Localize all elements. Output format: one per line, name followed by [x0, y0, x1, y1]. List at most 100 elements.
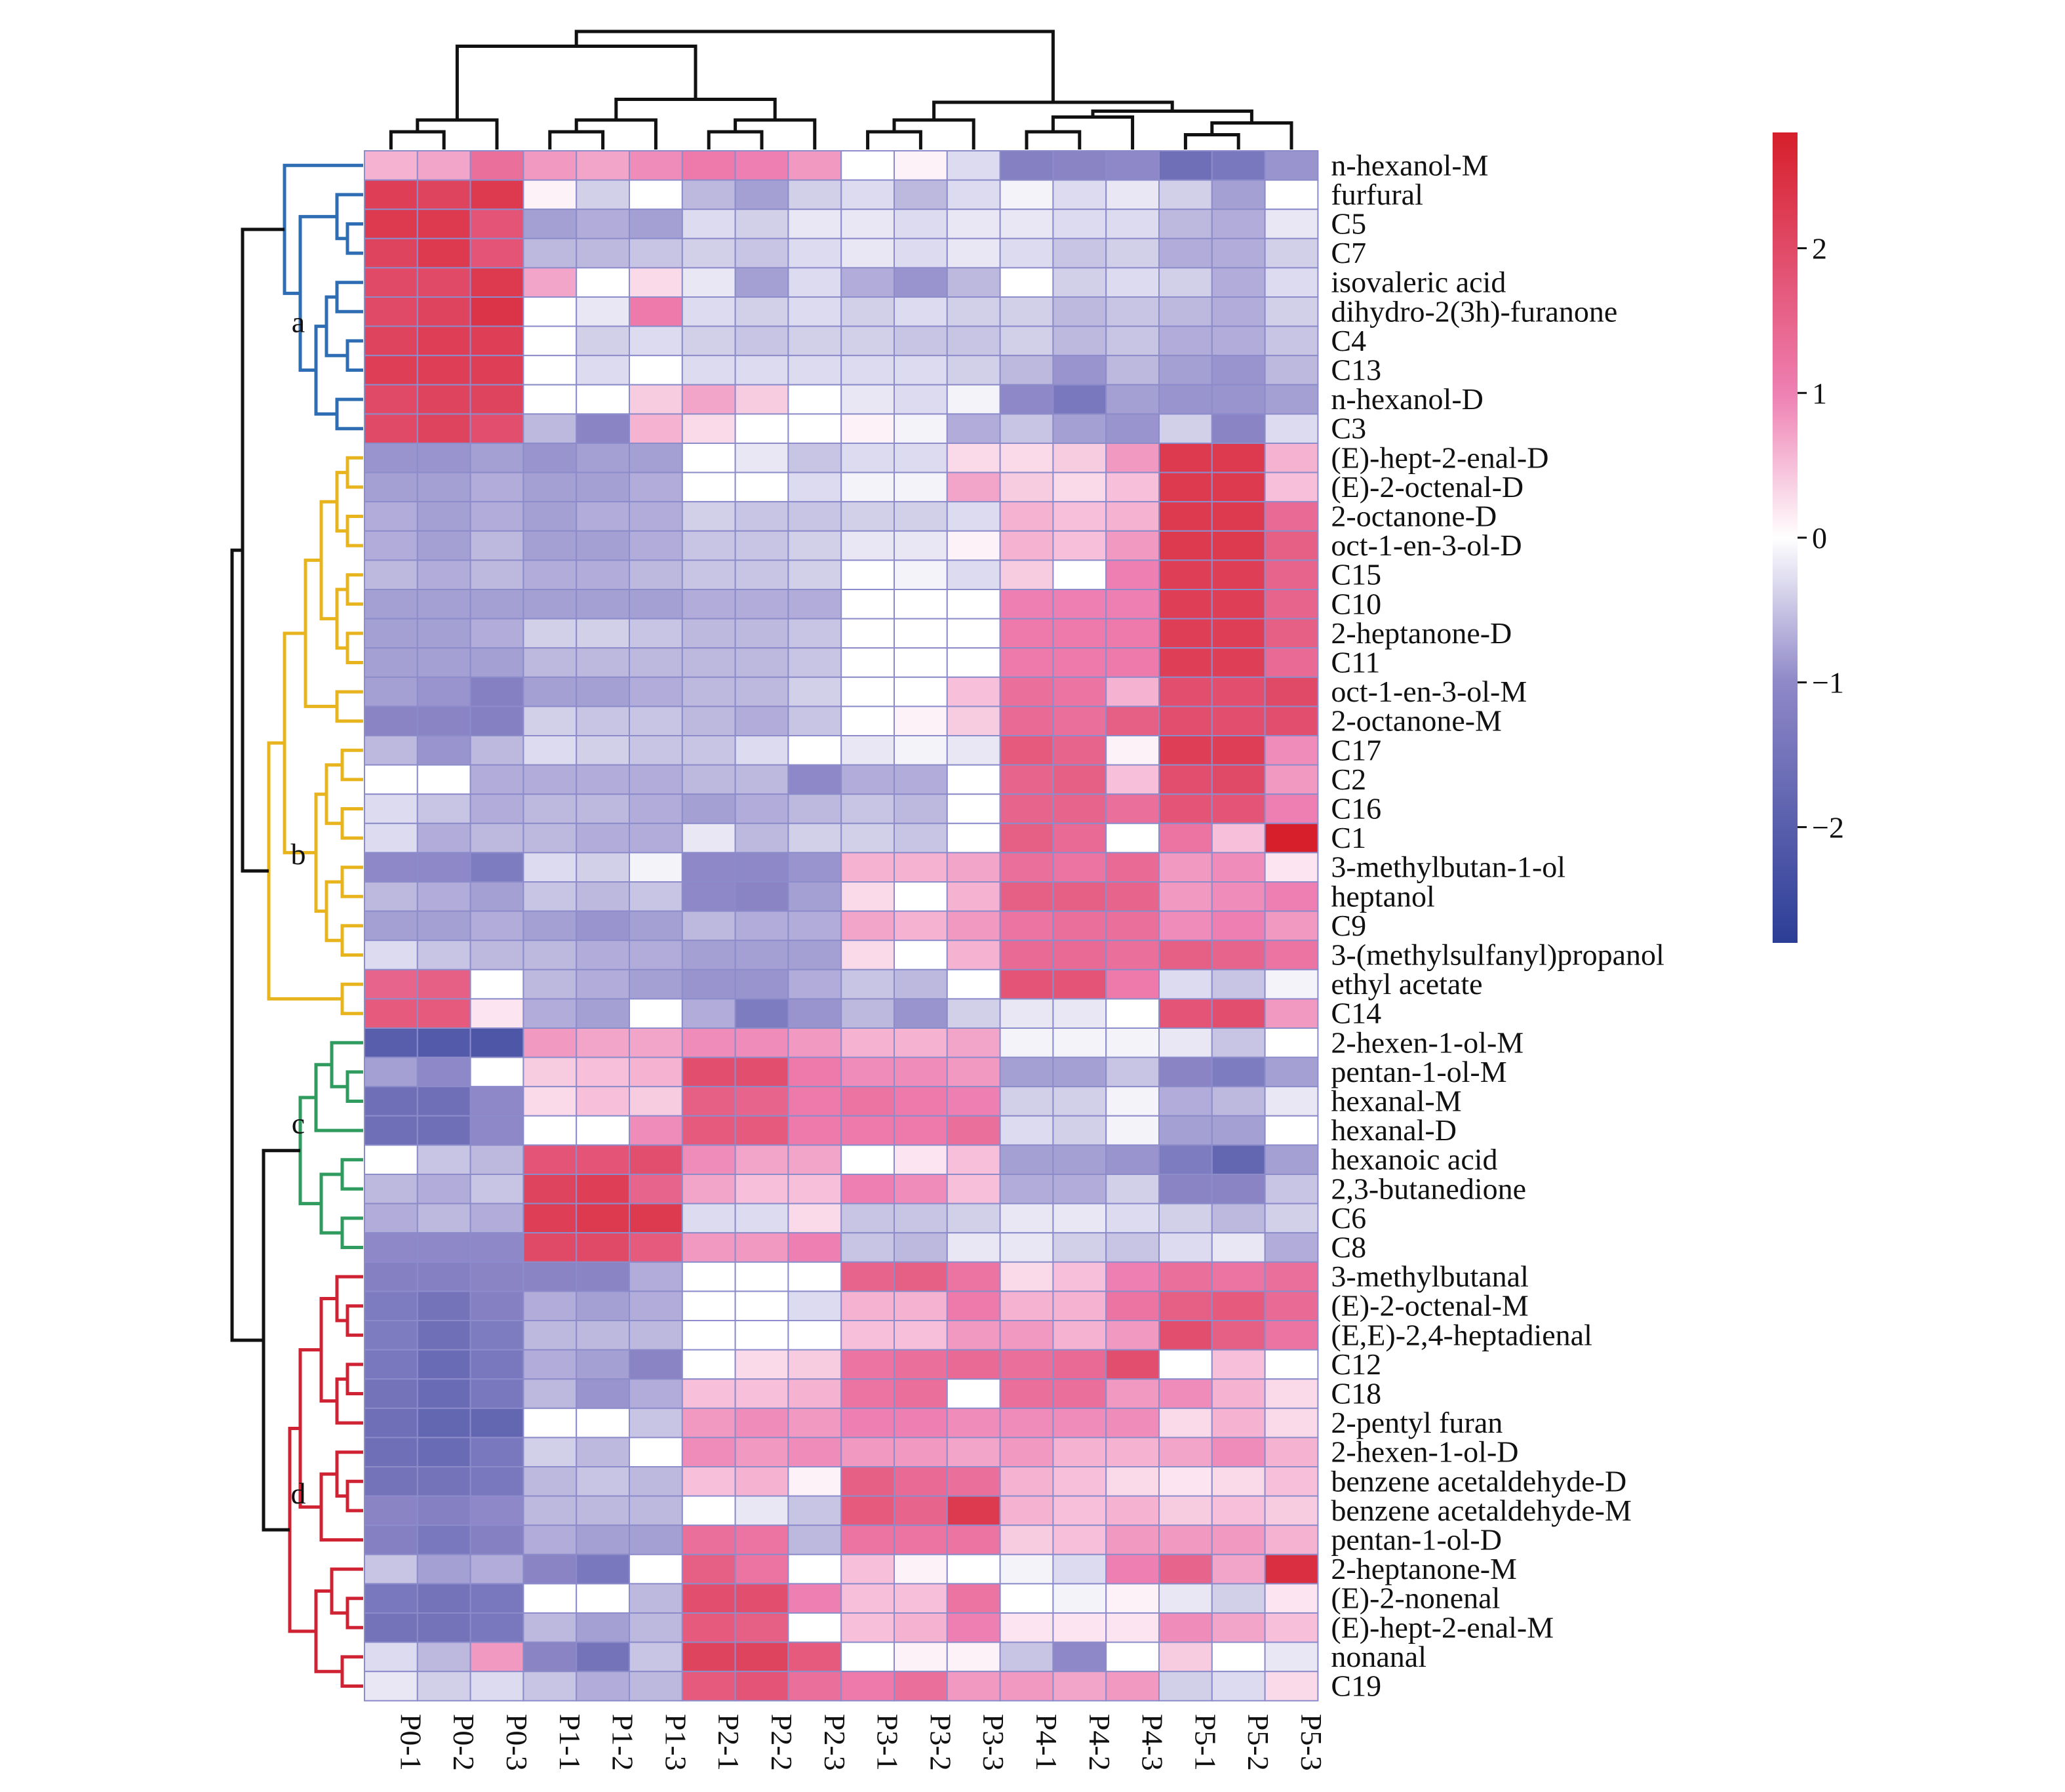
heatmap-cell: [576, 559, 631, 591]
heatmap-cell: [522, 1671, 578, 1702]
heatmap-cell: [999, 1174, 1054, 1205]
heatmap-cell: [894, 1583, 948, 1614]
heatmap-cell: [1105, 706, 1160, 737]
heatmap-cell: [576, 910, 631, 942]
heatmap-cell: [522, 1290, 578, 1322]
heatmap-cell: [681, 1553, 736, 1585]
heatmap-cell: [946, 325, 1001, 357]
heatmap-cell: [576, 413, 631, 445]
heatmap-cell: [946, 647, 1001, 678]
heatmap-cell: [894, 852, 948, 883]
heatmap-cell: [840, 1320, 895, 1351]
dendrogram-branch: [335, 193, 363, 241]
heatmap-cell: [629, 735, 683, 766]
heatmap-cell: [1264, 618, 1319, 649]
heatmap-cell: [840, 355, 895, 386]
colorbar-tick-label: 2: [1812, 232, 1827, 266]
heatmap-cell: [522, 179, 578, 210]
heatmap-cell: [416, 296, 471, 327]
heatmap-cell: [999, 764, 1054, 795]
heatmap-cell: [681, 764, 736, 795]
heatmap-cell: [999, 501, 1054, 532]
heatmap-cell: [1264, 793, 1319, 824]
heatmap-cell: [364, 471, 418, 503]
heatmap-cell: [681, 1144, 736, 1176]
dendrogram-branch: [866, 130, 922, 149]
heatmap-cell: [840, 881, 895, 912]
dendrogram-branch: [345, 339, 363, 372]
heatmap-cell: [894, 1232, 948, 1263]
heatmap-cell: [1264, 1086, 1319, 1117]
heatmap-cell: [681, 1378, 736, 1409]
heatmap-cell: [1264, 530, 1319, 561]
heatmap-cell: [416, 793, 471, 824]
heatmap-cell: [1211, 881, 1266, 912]
heatmap-cell: [576, 822, 631, 854]
heatmap-cell: [1158, 1671, 1213, 1702]
heatmap-cell: [734, 325, 789, 357]
heatmap-cell: [1158, 209, 1213, 239]
dendrogram-branch: [389, 130, 446, 149]
heatmap-cell: [840, 1583, 895, 1614]
heatmap-cell: [999, 413, 1054, 445]
heatmap-cell: [999, 1612, 1054, 1643]
heatmap-cell: [364, 1612, 418, 1643]
heatmap-cell: [999, 881, 1054, 912]
heatmap-cell: [416, 1407, 471, 1439]
heatmap-cell: [999, 530, 1054, 561]
heatmap-cell: [469, 1553, 524, 1585]
heatmap-cell: [364, 940, 418, 970]
heatmap-cell: [1105, 325, 1160, 357]
heatmap-cell: [416, 501, 471, 532]
heatmap-cell: [946, 940, 1001, 970]
heatmap-cell: [1105, 355, 1160, 386]
heatmap-cell: [522, 1027, 578, 1058]
heatmap-cell: [469, 1320, 524, 1351]
heatmap-cell: [999, 179, 1054, 210]
heatmap-cell: [894, 968, 948, 1000]
heatmap-cell: [681, 237, 736, 269]
heatmap-cell: [1264, 1203, 1319, 1234]
heatmap-cell: [416, 1261, 471, 1292]
heatmap-cell: [1264, 1466, 1319, 1497]
heatmap-cell: [681, 910, 736, 942]
row-label: C10: [1331, 587, 1381, 620]
heatmap-cell: [1052, 822, 1107, 854]
column-label: P0-2: [447, 1714, 481, 1771]
heatmap-cell: [1211, 355, 1266, 386]
heatmap-cell: [734, 1290, 789, 1322]
heatmap-cell: [576, 1612, 631, 1643]
heatmap-cell: [416, 1612, 471, 1643]
heatmap-cell: [681, 1437, 736, 1467]
heatmap-cell: [576, 209, 631, 239]
heatmap-cell: [364, 647, 418, 678]
heatmap-cell: [469, 1612, 524, 1643]
heatmap-cell: [1105, 179, 1160, 210]
heatmap-cell: [1105, 150, 1160, 181]
heatmap-cell: [946, 1349, 1001, 1380]
heatmap-cell: [629, 501, 683, 532]
column-dendrogram: [389, 30, 1293, 149]
heatmap-cell: [416, 764, 471, 795]
heatmap-cell: [522, 1056, 578, 1088]
heatmap-cell: [946, 764, 1001, 795]
heatmap-cell: [1211, 589, 1266, 620]
heatmap-cell: [364, 764, 418, 795]
heatmap-cell: [999, 589, 1054, 620]
heatmap-cell: [787, 384, 842, 415]
heatmap-cell: [629, 209, 683, 239]
heatmap-cell: [840, 1407, 895, 1439]
heatmap-cell: [522, 150, 578, 181]
heatmap-cell: [629, 1495, 683, 1526]
heatmap-cell: [469, 355, 524, 386]
heatmap-cell: [1264, 355, 1319, 386]
row-label: 3-methylbutan-1-ol: [1331, 850, 1565, 884]
heatmap-cell: [1264, 706, 1319, 737]
heatmap-cell: [1052, 1553, 1107, 1585]
heatmap-cell: [840, 676, 895, 707]
heatmap-cell: [787, 559, 842, 591]
heatmap-cell: [522, 559, 578, 591]
heatmap-cell: [522, 647, 578, 678]
heatmap-cell: [364, 1349, 418, 1380]
heatmap-cell: [787, 852, 842, 883]
